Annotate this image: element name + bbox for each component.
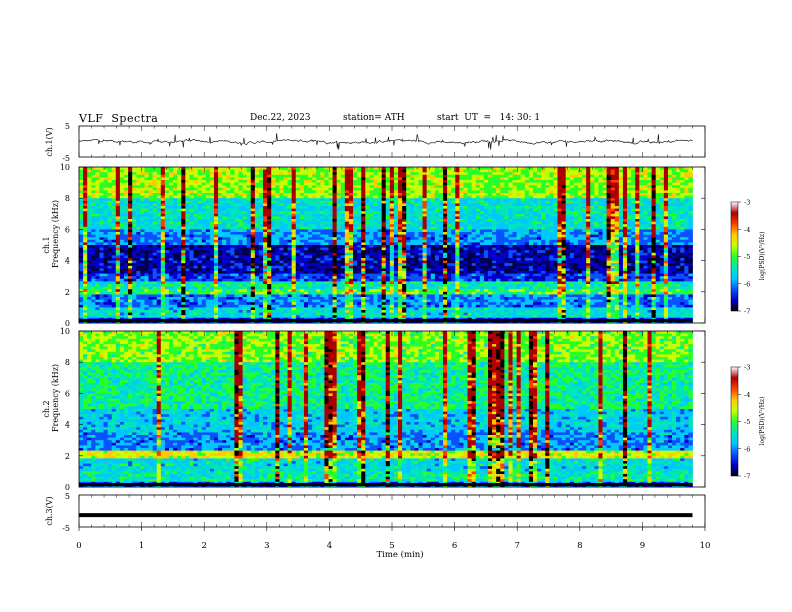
- ytick-label-0: 0: [65, 319, 70, 328]
- ytick-label-0: 0: [65, 483, 70, 492]
- ch2-spectrogram-panel: 0 2 4 6 8 10 ch.2 Frequency (kHz): [42, 327, 706, 492]
- ytick-label-2: 2: [65, 452, 70, 461]
- ch1-frequency-ylabel: Frequency (kHz): [51, 200, 60, 268]
- ch1-ytick-top: 5: [65, 122, 70, 131]
- colorbar-tick--5: -5: [744, 418, 750, 426]
- ch2-spectrogram-image: [79, 331, 693, 488]
- ytick-label-6: 6: [65, 389, 70, 398]
- ch1-colorbar-label: log(PSD)(V²/Hz): [759, 232, 766, 281]
- ytick-label-8: 8: [65, 358, 70, 367]
- ch2-colorbar-label: log(PSD)(V²/Hz): [759, 397, 766, 446]
- xtick-label-6: 6: [452, 541, 457, 551]
- ytick-label-4: 4: [65, 421, 70, 430]
- ch3-ytick-bottom: -5: [62, 524, 70, 533]
- xtick-label-9: 9: [640, 541, 645, 551]
- ch1-ytick-bottom: -5: [62, 154, 70, 163]
- xtick-label-3: 3: [264, 541, 269, 551]
- ch3-waveform-ylabel: ch.3(V): [45, 496, 54, 525]
- colorbar-tick--3: -3: [744, 364, 750, 372]
- ytick-label-8: 8: [65, 194, 70, 203]
- colorbar-tick--3: -3: [744, 199, 750, 207]
- x-axis-label: Time (min): [376, 549, 423, 560]
- ch2-colorbar: -3 -4 -5 -6 -7 log(PSD)(V²/Hz): [730, 364, 766, 481]
- colorbar-tick--7: -7: [744, 473, 750, 481]
- colorbar-tick--4: -4: [744, 226, 750, 234]
- ytick-label-10: 10: [60, 163, 70, 172]
- ch1-colorbar-gradient: [730, 201, 739, 312]
- ch3-ytick-top: 5: [65, 492, 70, 501]
- ch1-waveform-ylabel: ch.1(V): [45, 127, 54, 156]
- ytick-label-4: 4: [65, 257, 70, 266]
- figure-title: VLF Spectra: [79, 112, 159, 125]
- ch3-waveform-panel: 5 -5 ch.3(V) 0 1 2 3 4 5 6 7 8 9 10 Time (min): [45, 126, 710, 560]
- xtick-label-7: 7: [514, 541, 519, 551]
- xtick-label-1: 1: [139, 541, 144, 551]
- ch1-waveform-panel: 5 -5 ch.1(V): [45, 122, 706, 163]
- ytick-label-10: 10: [60, 327, 70, 336]
- ch2-frequency-ylabel: Frequency (kHz): [51, 364, 60, 432]
- date-label: Dec.22, 2023: [250, 113, 311, 123]
- colorbar-tick--7: -7: [744, 308, 750, 316]
- ch2-colorbar-gradient: [730, 366, 739, 477]
- xtick-label-5: 5: [389, 541, 394, 551]
- ytick-label-6: 6: [65, 225, 70, 234]
- colorbar-tick--5: -5: [744, 253, 750, 261]
- ch1-spectrogram-panel: 0 2 4 6 8 10 ch.1 Frequency (kHz): [42, 163, 706, 328]
- ch2-channel-label: ch.2: [42, 400, 51, 417]
- colorbar-tick--6: -6: [744, 445, 750, 453]
- xtick-label-8: 8: [577, 541, 582, 551]
- colorbar-tick--4: -4: [744, 391, 750, 399]
- xtick-label-10: 10: [700, 541, 711, 551]
- station-label: station= ATH: [343, 113, 405, 123]
- start-time-label: start UT = 14: 30: 1: [437, 113, 541, 123]
- ch1-colorbar: -3 -4 -5 -6 -7 log(PSD)(V²/Hz): [730, 199, 766, 316]
- ch1-channel-label: ch.1: [42, 236, 51, 253]
- colorbar-tick--6: -6: [744, 280, 750, 288]
- ch1-waveform-line: [78, 133, 693, 150]
- ytick-label-2: 2: [65, 288, 70, 297]
- ch1-spectrogram-image: [79, 167, 693, 324]
- xtick-label-4: 4: [327, 541, 332, 551]
- xtick-label-2: 2: [201, 541, 206, 551]
- xtick-label-0: 0: [76, 541, 81, 551]
